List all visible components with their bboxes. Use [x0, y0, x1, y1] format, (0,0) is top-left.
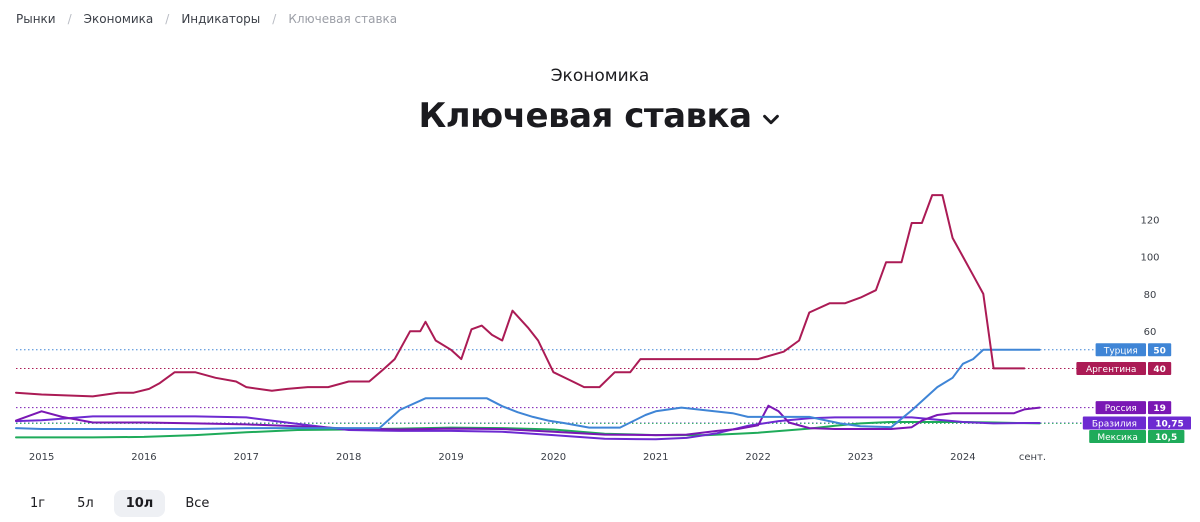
series-value-label: 10,75: [1155, 419, 1183, 429]
series-name-badge: [1095, 401, 1146, 415]
series-name-label: Мексика: [1097, 433, 1138, 443]
series-value-label: 10,5: [1155, 433, 1177, 443]
breadcrumb-markets-link[interactable]: Рынки: [16, 12, 56, 26]
series-name-label: Бразилия: [1092, 419, 1137, 429]
breadcrumb-indicators-link[interactable]: Индикаторы: [181, 12, 261, 26]
series-name-badge: [1082, 416, 1146, 430]
x-tick-label: 2022: [745, 452, 770, 463]
x-tick-label: сент.: [1019, 452, 1046, 463]
page-title: Ключевая ставка: [418, 96, 752, 136]
period-10y-button[interactable]: 10л: [113, 490, 166, 517]
x-tick-label: 2016: [131, 452, 156, 463]
series-name-badge: [1076, 361, 1146, 375]
key-rate-chart: 60 80 100 120 2015 2016 2017 2018 2019 2020 2021 20…: [15, 194, 1191, 463]
period-5y-button[interactable]: 5л: [65, 490, 106, 517]
x-tick-label: 2018: [336, 452, 361, 463]
series-value-badge: [1148, 401, 1172, 415]
series-name-label: Аргентина: [1086, 365, 1137, 375]
series-value-label: 40: [1153, 365, 1166, 375]
x-tick-label: 2015: [29, 452, 54, 463]
x-tick-label: 2020: [541, 452, 566, 463]
series-value-label: 50: [1153, 346, 1166, 356]
series-line: [15, 404, 1041, 437]
series-line: [15, 348, 1041, 430]
series-value-label: 19: [1153, 404, 1166, 414]
series-value-badge: [1148, 361, 1172, 375]
series-name-badge: [1089, 429, 1146, 443]
period-1y-button[interactable]: 1г: [18, 490, 57, 517]
x-tick-label: 2019: [438, 452, 463, 463]
x-tick-label: 2024: [950, 452, 975, 463]
breadcrumb: Рынки / Экономика / Индикаторы / Ключева…: [16, 12, 397, 26]
y-tick-label: 120: [1140, 215, 1159, 226]
series-name-label: Турция: [1103, 346, 1138, 356]
y-tick-label: 60: [1144, 327, 1157, 338]
series-name-label: Россия: [1105, 404, 1137, 414]
breadcrumb-economy-link[interactable]: Экономика: [83, 12, 154, 26]
series-line: [15, 194, 1026, 398]
series-value-badge: [1148, 343, 1172, 357]
breadcrumb-separator: /: [272, 12, 277, 26]
chevron-down-icon: [762, 114, 779, 125]
x-tick-label: 2023: [848, 452, 873, 463]
indicator-selector[interactable]: Ключевая ставка: [418, 96, 781, 136]
y-tick-label: 100: [1140, 253, 1159, 264]
page-kicker: Экономика: [550, 66, 650, 86]
x-tick-label: 2017: [234, 452, 259, 463]
breadcrumb-separator: /: [165, 12, 170, 26]
x-tick-label: 2021: [643, 452, 668, 463]
series-name-badge: [1095, 343, 1146, 357]
period-selector: 1г 5л 10л Все: [18, 490, 221, 517]
breadcrumb-current: Ключевая ставка: [288, 12, 398, 26]
period-all-button[interactable]: Все: [173, 490, 221, 517]
y-tick-label: 80: [1144, 290, 1157, 301]
series-value-badge: [1148, 429, 1185, 443]
series-value-badge: [1148, 416, 1191, 430]
breadcrumb-separator: /: [67, 12, 72, 26]
